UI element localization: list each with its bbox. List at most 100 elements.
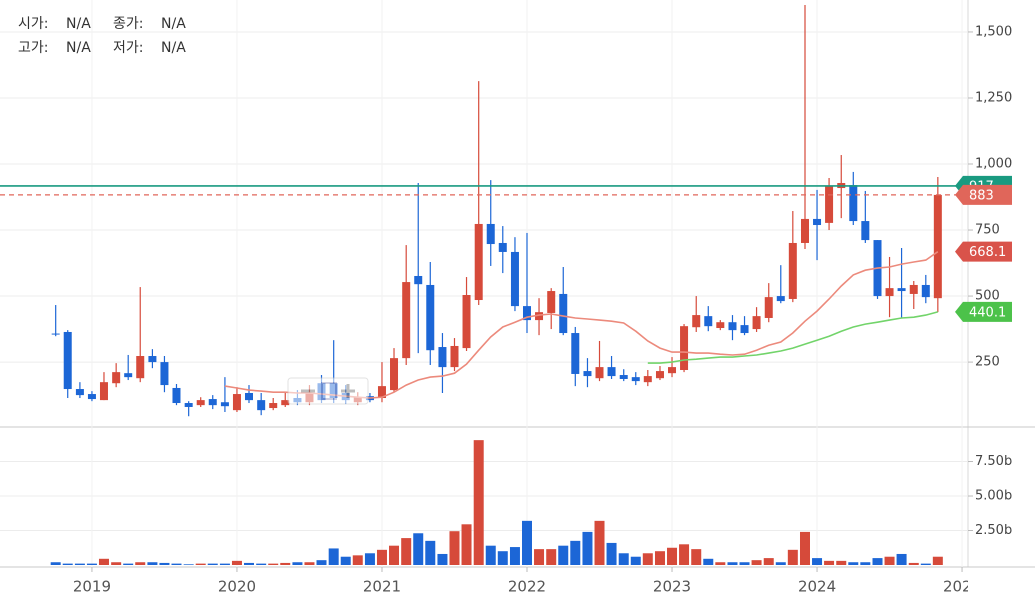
volume-tick-label: 2.50b: [975, 523, 1012, 538]
candle-body: [668, 367, 677, 374]
candle-body: [764, 297, 773, 318]
volume-bar: [751, 560, 762, 565]
candle-body: [740, 325, 749, 334]
volume-bar: [896, 553, 907, 565]
candle-body: [51, 333, 60, 335]
volume-bar: [485, 545, 496, 565]
candle-body: [99, 382, 108, 401]
candle-body: [643, 376, 652, 383]
x-tick-label: 2019: [73, 578, 111, 596]
ma-tag-bg: [955, 241, 1012, 262]
volume-bar: [521, 520, 532, 565]
y-tick-label: 750: [975, 223, 1000, 238]
candle-body: [377, 386, 386, 399]
volume-bar: [618, 553, 629, 565]
volume-bar: [111, 562, 122, 565]
candle-body: [462, 295, 471, 349]
candle-body: [112, 372, 121, 384]
volume-bar: [812, 558, 823, 565]
volume-bar: [123, 563, 134, 565]
candle-body: [547, 291, 556, 313]
candle-body: [196, 400, 205, 406]
volume-bar: [62, 563, 73, 565]
volume-bar: [280, 562, 291, 565]
x-tick-label: 2021: [363, 578, 401, 596]
volume-bar: [654, 551, 665, 565]
candle-body: [184, 403, 193, 407]
volume-bar: [364, 553, 375, 565]
volume-bar: [884, 556, 895, 565]
candle-body: [220, 402, 229, 407]
zoom-reset[interactable]: [321, 382, 337, 400]
volume-bar: [243, 562, 254, 565]
candle-body: [692, 315, 701, 328]
candle-body: [402, 282, 411, 359]
info-label: 시가:: [18, 16, 48, 32]
candle-body: [885, 288, 894, 297]
zoom-control[interactable]: [287, 377, 369, 405]
volume-bar: [824, 560, 835, 565]
volume-bar: [570, 540, 581, 565]
volume-bar: [159, 562, 170, 565]
volume-bar: [183, 564, 194, 565]
candle-body: [813, 218, 822, 226]
volume-bar: [231, 560, 242, 565]
volume-bar: [352, 555, 363, 565]
candle-body: [595, 367, 604, 379]
volume-bar: [256, 563, 267, 565]
info-label: 저가:: [113, 40, 143, 56]
candle-body: [486, 223, 495, 245]
candle-body: [631, 377, 640, 382]
candle-body: [800, 218, 809, 243]
moving-average: [647, 311, 939, 364]
volume-bar: [171, 563, 182, 565]
volume-bar: [727, 562, 738, 565]
ma-tag: 668.1: [969, 245, 1006, 260]
volume-bar: [74, 563, 85, 565]
volume-bar: [340, 556, 351, 565]
zoom-box: [287, 377, 369, 405]
info-value: N/A: [161, 40, 186, 56]
volume-bar: [836, 560, 847, 565]
volume-bar: [920, 563, 931, 565]
candle-body: [244, 392, 253, 401]
candle-body: [257, 400, 266, 411]
y-tick-label: 1,000: [975, 157, 1012, 172]
candle-body: [450, 345, 459, 368]
volume-bar: [534, 549, 545, 565]
volume-bar: [461, 524, 472, 565]
candle-body: [716, 322, 725, 329]
candle-body: [752, 316, 761, 330]
volume-bar: [932, 556, 943, 565]
candle-body: [861, 221, 870, 241]
candle-body: [897, 288, 906, 292]
candle-body: [825, 185, 834, 223]
volume-bar: [775, 562, 786, 565]
candle-body: [921, 284, 930, 298]
volume-bar: [50, 562, 61, 565]
y-tick-label: 500: [975, 289, 1000, 304]
volume-bar: [558, 545, 569, 565]
candle-body: [559, 293, 568, 334]
volume-bar: [292, 562, 303, 565]
volume-bar: [135, 562, 146, 565]
volume-bar: [860, 562, 871, 565]
candle-body: [728, 322, 737, 331]
candle-body: [426, 284, 435, 351]
candle-body: [232, 394, 241, 411]
candle-body: [172, 387, 181, 404]
volume-bar: [413, 533, 424, 565]
candle-body: [583, 371, 592, 377]
candle-body: [933, 194, 942, 299]
candle-body: [63, 331, 72, 390]
candle-body: [655, 371, 664, 379]
candle-body: [75, 389, 84, 396]
volume-bar: [642, 553, 653, 565]
volume-bar: [304, 562, 315, 565]
volume-bar: [376, 549, 387, 565]
volume-tick-label: 7.50b: [975, 454, 1012, 469]
candle-body: [438, 347, 447, 368]
candle-body: [510, 251, 519, 307]
volume-bar: [509, 547, 520, 565]
